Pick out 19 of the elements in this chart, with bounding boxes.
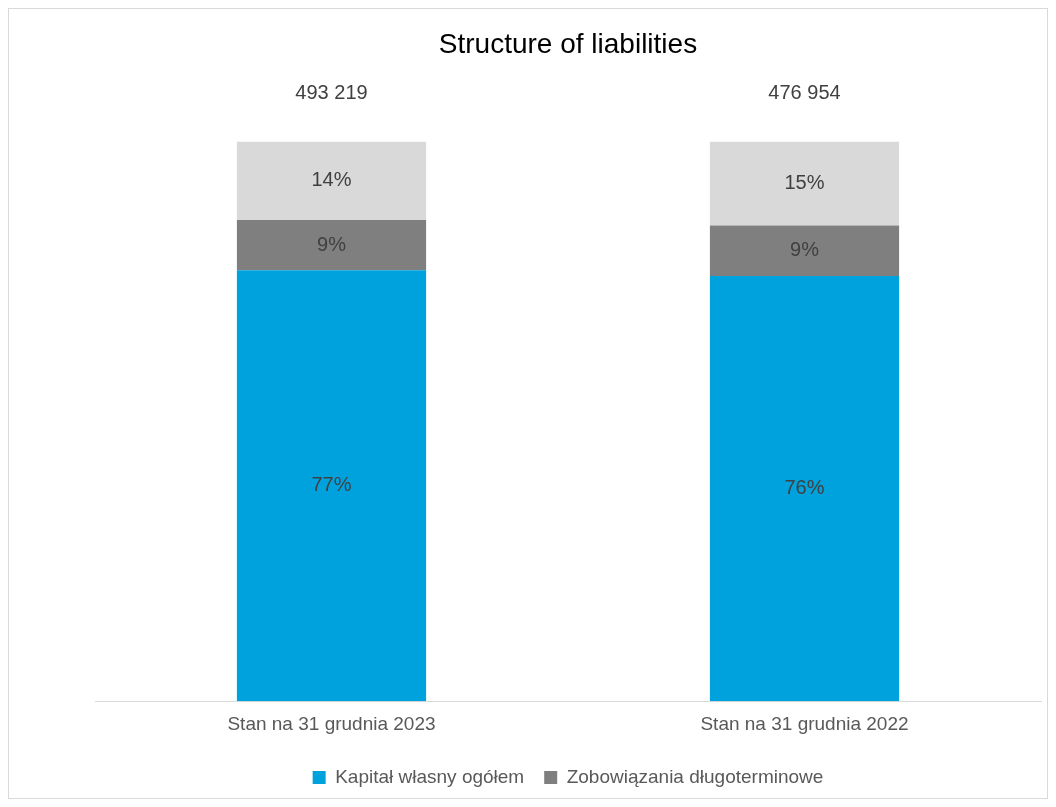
bar — [236, 219, 427, 271]
bar — [709, 275, 900, 702]
annotation: 476 954 — [768, 81, 841, 104]
data-label: 76% — [784, 476, 825, 499]
chart-title: Structure of liabilities — [438, 27, 698, 59]
bar — [709, 225, 900, 276]
data-label: 77% — [311, 473, 352, 496]
data-label: 14% — [311, 168, 352, 191]
legend-label: Zobowiązania długoterminowe — [566, 765, 824, 787]
bar — [236, 141, 427, 220]
data-label: 15% — [784, 171, 825, 194]
data-label: 9% — [790, 238, 820, 261]
x-tick-label: Stan na 31 grudnia 2022 — [700, 712, 909, 734]
x-tick-label: Stan na 31 grudnia 2023 — [227, 712, 436, 734]
bar — [709, 141, 900, 226]
annotation: 493 219 — [295, 81, 368, 104]
legend-label: Kapitał własny ogółem — [335, 765, 525, 787]
data-label: 9% — [317, 232, 347, 255]
bar — [236, 270, 427, 702]
